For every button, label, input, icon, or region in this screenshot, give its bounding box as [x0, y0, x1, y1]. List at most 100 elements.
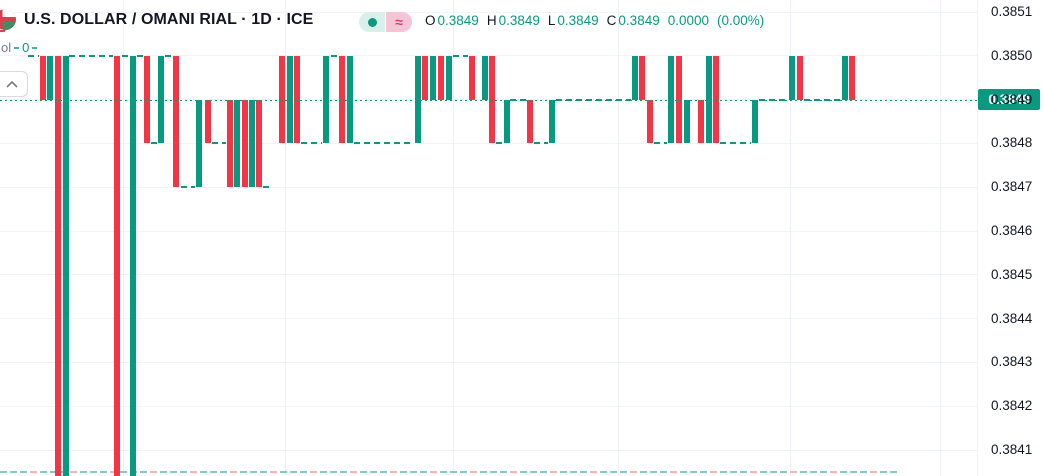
candle-down [647, 99, 653, 144]
dash-icon [14, 46, 20, 49]
low-label: L [547, 13, 556, 28]
horizontal-gridline [0, 361, 977, 363]
market-status-pills: ≈ [359, 12, 412, 32]
price-axis-label: 0.3843 [991, 354, 1033, 370]
flat-candle-run [151, 142, 157, 145]
dash-icon [32, 46, 38, 49]
candle-up [504, 99, 510, 144]
candle-up [789, 55, 795, 100]
price-axis-label: 0.3842 [991, 398, 1033, 414]
horizontal-gridline [0, 142, 977, 144]
candle-down [242, 99, 248, 188]
candle-down [205, 99, 211, 144]
volume-zero-line [0, 470, 900, 473]
candle-down [849, 55, 855, 100]
current-price-line [0, 99, 977, 101]
horizontal-gridline [0, 55, 977, 57]
approx-icon: ≈ [395, 14, 403, 30]
change-percent: (0.00%) [717, 13, 765, 28]
candle-up [632, 55, 638, 100]
flat-candle-run [181, 186, 195, 189]
price-axis-label: 0.3850 [991, 47, 1033, 63]
oman-flag-icon [0, 9, 16, 30]
flat-candle-run [212, 142, 226, 145]
candle-up [196, 99, 202, 188]
price-axis-label: 0.3851 [991, 4, 1033, 19]
flat-candle-run [263, 186, 271, 189]
open-label: O [425, 13, 436, 28]
collapse-pane-button[interactable] [0, 71, 28, 97]
approximate-price-button[interactable]: ≈ [386, 12, 412, 32]
horizontal-gridline [0, 318, 977, 320]
horizontal-gridline [0, 274, 977, 276]
price-axis-label: 0.3846 [991, 223, 1033, 238]
chevron-up-icon [6, 81, 17, 88]
flat-candle-run [496, 142, 503, 145]
flat-candle-run [453, 54, 468, 57]
horizontal-gridline [0, 230, 977, 232]
close-label: C [606, 13, 617, 28]
price-axis[interactable]: 0.3849 0.3851 0.3850 0.3849 0.3848 0.3847 0.3… [977, 0, 1043, 476]
candle-down [256, 99, 262, 188]
low-value: 0.3849 [557, 13, 599, 28]
candle-up [63, 55, 69, 476]
candle-down [114, 55, 120, 476]
vertical-gridline [453, 0, 454, 476]
candle-up [842, 55, 848, 100]
price-axis-label: 0.3841 [991, 442, 1033, 457]
flat-candle-run [122, 54, 129, 57]
horizontal-gridline [0, 11, 977, 13]
candle-up [234, 99, 240, 188]
candle-down [639, 55, 645, 100]
vertical-gridline [618, 0, 619, 476]
candle-down [40, 55, 46, 100]
horizontal-gridline [0, 186, 977, 188]
candle-up [752, 99, 758, 144]
candle-down [422, 55, 428, 100]
volume-indicator-label: ol [1, 40, 12, 55]
dot-icon [367, 17, 377, 27]
flat-candle-run [720, 142, 751, 145]
horizontal-gridline [0, 449, 977, 451]
candle-down [173, 55, 179, 188]
candle-up [684, 99, 690, 144]
candle-down [527, 99, 533, 144]
price-axis-label: 0.3849 [991, 91, 1033, 107]
price-axis-label: 0.3847 [991, 179, 1033, 195]
flat-candle-run [301, 142, 322, 145]
candle-down [227, 99, 233, 188]
price-axis-label: 0.3844 [991, 310, 1033, 326]
ohlc-readout: O 0.3849 H 0.3849 L 0.3849 C 0.3849 0.0000 (… [425, 13, 764, 28]
chart-pane[interactable] [0, 0, 977, 476]
open-value: 0.3849 [437, 13, 479, 28]
candle-down [698, 99, 704, 144]
high-label: H [486, 13, 497, 28]
close-value: 0.3849 [618, 13, 660, 28]
candle-up [482, 55, 488, 100]
volume-indicator-row[interactable]: ol 0 [1, 40, 38, 55]
flat-candle-run [137, 54, 143, 57]
flat-candle-run [331, 54, 338, 57]
change-value: 0.0000 [667, 13, 710, 28]
symbol-title[interactable]: U.S. DOLLAR / OMANI RIAL · 1D · ICE [24, 11, 314, 28]
flat-candle-run [165, 54, 172, 57]
horizontal-gridline [0, 405, 977, 407]
currency-pair-flag-icon [0, 8, 21, 34]
candle-up [249, 99, 255, 188]
candle-up [430, 55, 436, 100]
candle-down [797, 55, 803, 100]
flat-candle-run [534, 142, 548, 145]
flat-candle-run [69, 54, 113, 57]
candle-up [130, 55, 136, 476]
vertical-gridline [123, 0, 124, 476]
candle-down [469, 55, 475, 100]
candle-up [549, 99, 555, 144]
candle-down [438, 55, 444, 100]
high-value: 0.3849 [498, 13, 540, 28]
vertical-gridline [285, 0, 286, 476]
candle-down [55, 55, 61, 476]
flat-candle-run [28, 54, 39, 57]
market-open-dot-button[interactable] [359, 12, 385, 32]
volume-indicator-value: 0 [22, 40, 30, 55]
